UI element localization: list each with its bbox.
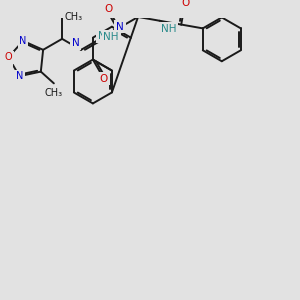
Text: NH: NH [98, 31, 113, 41]
Text: N: N [16, 71, 23, 81]
Text: O: O [4, 52, 12, 62]
Text: N: N [116, 22, 124, 32]
Text: N: N [72, 38, 80, 48]
Text: N: N [20, 36, 27, 46]
Text: CH₃: CH₃ [45, 88, 63, 98]
Text: O: O [100, 74, 108, 84]
Text: NH: NH [103, 32, 119, 42]
Text: O: O [181, 0, 189, 8]
Text: O: O [104, 4, 112, 14]
Text: NH: NH [161, 24, 176, 34]
Text: CH₃: CH₃ [64, 12, 82, 22]
